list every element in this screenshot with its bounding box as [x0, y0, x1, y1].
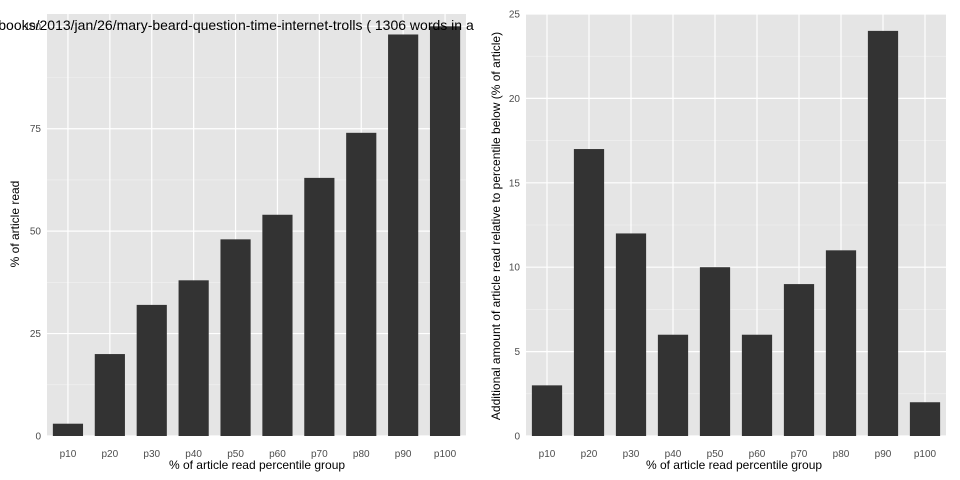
bar-p100 — [909, 402, 941, 436]
x-tick-label: p40 — [185, 449, 202, 460]
bar-p40 — [657, 334, 689, 436]
y-tick-label: 10 — [509, 263, 521, 274]
bar-p90 — [867, 30, 899, 436]
x-tick-label: p30 — [143, 449, 160, 460]
y-tick-label: 100 — [24, 22, 41, 33]
bar-p30 — [136, 304, 167, 436]
x-tick-label: p10 — [60, 449, 77, 460]
y-tick-label: 15 — [509, 178, 521, 189]
x-axis-title: % of article read percentile group — [169, 458, 345, 472]
bar-p20 — [573, 149, 605, 437]
x-tick-label: p40 — [665, 449, 682, 460]
x-tick-label: p60 — [269, 449, 286, 460]
x-tick-label: p50 — [707, 449, 724, 460]
bar-p50 — [220, 239, 251, 436]
x-tick-label: p100 — [914, 449, 937, 460]
bar-p50 — [699, 267, 731, 436]
x-tick-label: p100 — [434, 449, 457, 460]
x-tick-label: p90 — [875, 449, 892, 460]
x-axis-title: % of article read percentile group — [646, 458, 822, 472]
y-axis-title: % of article read — [8, 181, 22, 268]
bar-p100 — [429, 26, 461, 437]
bar-p80 — [825, 250, 857, 436]
chart-additional-read: 0 5 10 15 20 25 p10 p20 p30 p40 p50 p60 p70 p80 p90 p10… — [489, 10, 946, 472]
bar-p90 — [388, 34, 419, 436]
bar-p70 — [783, 284, 815, 436]
x-tick-label: p50 — [227, 449, 244, 460]
bar-p70 — [304, 177, 335, 437]
x-tick-label: p60 — [749, 449, 766, 460]
y-tick-label: 5 — [514, 347, 520, 358]
y-tick-label: 20 — [509, 94, 521, 105]
y-tick-label: 75 — [30, 124, 42, 135]
bar-p60 — [262, 214, 293, 436]
y-tick-label: 25 — [30, 329, 42, 340]
x-tick-label: p30 — [623, 449, 640, 460]
plot-title: books/2013/jan/26/mary-beard-question-ti… — [0, 17, 474, 33]
y-tick-label: 0 — [514, 432, 520, 443]
x-tick-label: p10 — [539, 449, 556, 460]
bar-p60 — [741, 334, 773, 436]
x-tick-label: p80 — [353, 449, 370, 460]
x-tick-label: p70 — [791, 449, 808, 460]
x-tick-label: p20 — [102, 449, 119, 460]
bar-p10 — [531, 385, 563, 436]
bar-p40 — [178, 280, 209, 436]
y-tick-label: 0 — [35, 432, 41, 443]
y-tick-label: 25 — [509, 10, 521, 21]
x-tick-label: p80 — [833, 449, 850, 460]
bar-p10 — [52, 423, 84, 436]
x-tick-label: p70 — [311, 449, 328, 460]
bar-p20 — [94, 354, 125, 436]
x-tick-label: p90 — [395, 449, 412, 460]
x-tick-label: p20 — [581, 449, 598, 460]
bar-p80 — [346, 132, 377, 436]
chart-percent-read: 0 25 50 75 100 p10 p20 p30 p40 p50 p60 p70 p80 p90 p10… — [0, 14, 474, 472]
y-tick-label: 50 — [30, 227, 42, 238]
y-axis-title: Additional amount of article read relati… — [489, 32, 503, 420]
bar-p30 — [615, 233, 647, 436]
